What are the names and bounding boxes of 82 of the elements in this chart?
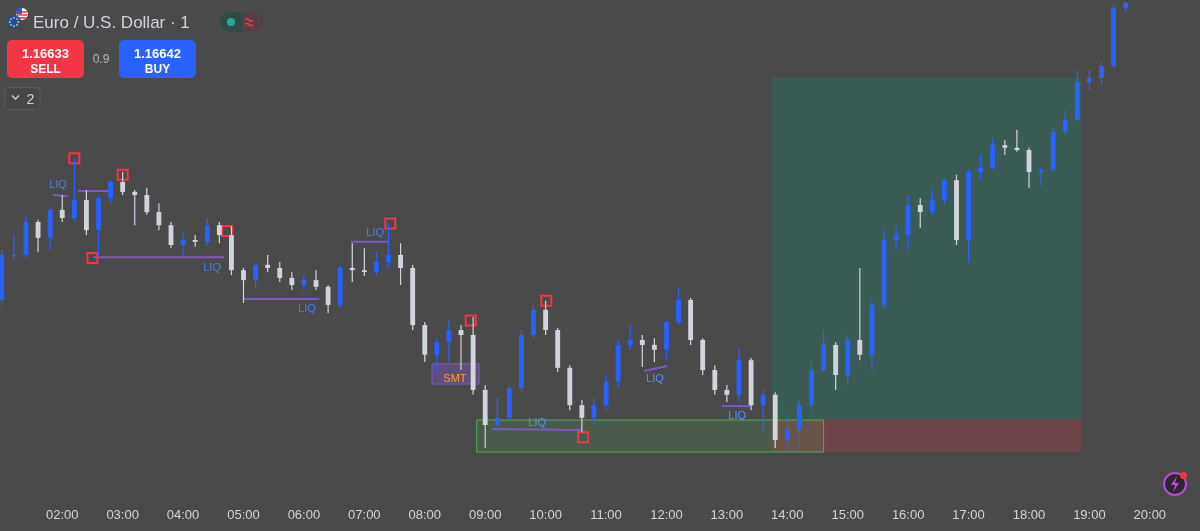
candlestick xyxy=(108,179,113,204)
annotation: SMT xyxy=(443,372,467,385)
x-tick-label: 20:00 xyxy=(1133,507,1167,522)
point xyxy=(384,217,397,230)
candlestick xyxy=(579,399,585,433)
candlestick xyxy=(71,157,77,223)
point xyxy=(577,431,590,444)
candlestick xyxy=(929,189,935,216)
candlestick xyxy=(978,154,984,181)
text: Euro / U.S. Dollar · 1 xyxy=(33,13,190,32)
candlestick xyxy=(156,202,162,231)
candlestick xyxy=(361,247,367,277)
candlestick xyxy=(349,242,355,283)
x-tick-label: 06:00 xyxy=(287,507,321,522)
candlestick xyxy=(857,267,863,361)
annotation: LIQ xyxy=(298,301,317,314)
annotation: LIQ xyxy=(203,261,222,273)
x-tick-label: 16:00 xyxy=(891,507,925,522)
candlestick xyxy=(639,334,645,368)
candlestick xyxy=(941,177,947,206)
x-tick-label: 09:00 xyxy=(468,507,502,522)
x-tick-label: 17:00 xyxy=(952,507,985,522)
candlestick xyxy=(59,194,65,223)
annotation: LIQ xyxy=(646,371,665,384)
annotation: SELL xyxy=(30,62,61,76)
x-tick-label: 02:00 xyxy=(45,507,79,522)
candlestick xyxy=(917,197,923,229)
candlestick xyxy=(241,267,246,304)
x-tick-label: 14:00 xyxy=(771,507,804,522)
x-tick-label: 08:00 xyxy=(408,507,442,522)
candlestick xyxy=(676,287,681,326)
annotation: 0.9 xyxy=(92,52,110,66)
point xyxy=(68,152,81,165)
candlestick xyxy=(120,171,126,196)
annotation: 1.16633 xyxy=(22,46,69,61)
x-tick-label: 19:00 xyxy=(1073,507,1106,522)
annotation: LIQ xyxy=(528,416,547,429)
candlestick xyxy=(1087,69,1092,91)
x-tick-label: 11:00 xyxy=(590,507,622,522)
x-tick-label: 13:00 xyxy=(710,507,744,522)
point xyxy=(221,225,234,238)
candlestick xyxy=(1038,167,1044,187)
point xyxy=(540,294,553,307)
candlestick xyxy=(651,337,657,363)
candlestick xyxy=(386,222,391,269)
candlestick xyxy=(374,251,379,276)
candlestick xyxy=(144,187,150,216)
annotation: LIQ xyxy=(366,225,385,238)
x-tick-label: 07:00 xyxy=(348,507,381,522)
candlestick xyxy=(494,397,500,433)
x-tick-label: 15:00 xyxy=(831,507,865,522)
x-tick-label: 05:00 xyxy=(227,507,260,522)
candlestick xyxy=(216,221,222,244)
candlestick xyxy=(784,414,790,453)
candlestick xyxy=(434,337,440,373)
candlestick xyxy=(398,242,404,286)
candlestick xyxy=(204,217,210,247)
x-tick-label: 10:00 xyxy=(529,507,562,522)
x-tick-label: 12:00 xyxy=(650,507,683,522)
candlestick xyxy=(325,284,331,314)
x-tick-label: 18:00 xyxy=(1012,507,1046,522)
point xyxy=(86,252,99,265)
annotation: BUY xyxy=(144,62,171,76)
annotation: 2 xyxy=(26,90,35,107)
candlestick xyxy=(760,389,766,433)
candlestick xyxy=(1062,109,1068,136)
candlestick xyxy=(712,364,718,396)
x-tick-label: 03:00 xyxy=(106,507,139,522)
annotation: 1.16642 xyxy=(134,46,181,61)
candlestick xyxy=(277,261,283,283)
candlestick xyxy=(1099,61,1104,86)
point xyxy=(116,168,129,181)
point xyxy=(464,314,477,327)
candlestick xyxy=(627,324,633,351)
candlestick xyxy=(11,234,17,261)
candlestick xyxy=(132,189,138,226)
candlestick xyxy=(990,137,996,171)
annotation: LIQ xyxy=(49,178,68,191)
candlestick xyxy=(543,300,549,336)
x-tick-label: 04:00 xyxy=(166,507,200,522)
candlestick xyxy=(724,384,730,403)
annotation: LIQ xyxy=(728,408,747,421)
